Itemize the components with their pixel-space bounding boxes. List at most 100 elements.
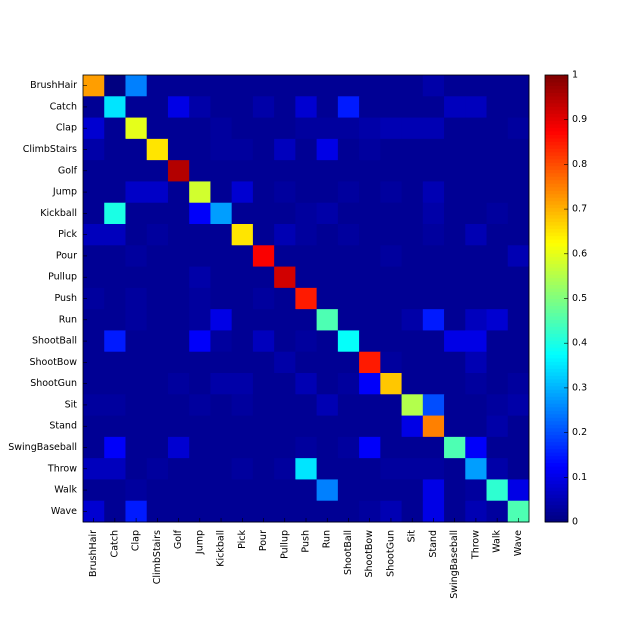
heatmap-cell (167, 96, 190, 119)
colorbar-segment (545, 410, 568, 415)
heatmap-cell (295, 373, 318, 395)
heatmap-cell (486, 436, 509, 459)
heatmap-cell (422, 436, 445, 459)
heatmap-cell (316, 330, 339, 353)
heatmap-cell (316, 287, 339, 310)
heatmap-cell (83, 287, 105, 310)
heatmap-cell (486, 181, 509, 204)
heatmap-cell (401, 117, 424, 140)
colorbar-tick-label: 0 (572, 517, 578, 528)
colorbar-segment (545, 515, 568, 520)
heatmap-cell (252, 75, 275, 97)
heatmap-cell (380, 458, 403, 480)
heatmap-cell (465, 500, 488, 523)
heatmap-cell (210, 224, 233, 246)
heatmap-cell (231, 309, 254, 331)
colorbar-segment (545, 235, 568, 240)
heatmap-cell (83, 415, 105, 438)
heatmap-cell (252, 266, 275, 289)
heatmap-cell (210, 181, 233, 204)
colorbar-segment (545, 371, 568, 376)
heatmap-cell (83, 436, 105, 459)
heatmap-cell (189, 202, 211, 225)
heatmap-cell (252, 181, 275, 204)
colorbar-segment (545, 466, 568, 471)
heatmap-cell (444, 436, 466, 459)
heatmap-cell (295, 351, 318, 374)
heatmap-cell (252, 458, 275, 480)
heatmap-cell (486, 458, 509, 480)
colorbar-segment (545, 169, 568, 174)
heatmap-cell (465, 245, 488, 268)
heatmap-cell (507, 96, 530, 119)
heatmap-cell (337, 394, 360, 417)
heatmap-cell (507, 160, 530, 182)
heatmap-cell (274, 96, 296, 119)
heatmap-cell (486, 351, 509, 374)
y-tick-label: Catch (50, 101, 77, 112)
heatmap-cell (359, 181, 381, 204)
heatmap-cell (444, 330, 466, 353)
heatmap-cell (316, 266, 339, 289)
heatmap-cell (210, 330, 233, 353)
heatmap-cell (465, 75, 488, 97)
heatmap-cell (359, 245, 381, 268)
heatmap-cell (401, 202, 424, 225)
heatmap-cell (104, 373, 126, 395)
heatmap-cell (401, 224, 424, 246)
colorbar-segment (545, 301, 568, 306)
heatmap-cell (316, 224, 339, 246)
heatmap-cell (189, 309, 211, 331)
heatmap-cell (486, 330, 509, 353)
heatmap-cell (125, 266, 148, 289)
colorbar-segment (545, 350, 568, 355)
colorbar-segment (545, 347, 568, 352)
heatmap-cell (210, 138, 233, 161)
colorbar-segment (545, 406, 568, 411)
heatmap-cell (507, 224, 530, 246)
heatmap-cell (359, 436, 381, 459)
colorbar-segment (545, 445, 568, 450)
heatmap-cell (83, 458, 105, 480)
heatmap-cell (359, 138, 381, 161)
colorbar-segment (545, 218, 568, 223)
heatmap-cell (444, 479, 466, 502)
colorbar-segment (545, 130, 568, 135)
heatmap-cell (444, 117, 466, 140)
heatmap-cell (125, 436, 148, 459)
y-tick-label: Walk (54, 485, 77, 496)
colorbar-segment (545, 340, 568, 345)
colorbar-segment (545, 148, 568, 153)
heatmap-cell (189, 373, 211, 395)
heatmap-cell (274, 138, 296, 161)
y-tick-label: ClimbStairs (23, 144, 77, 155)
heatmap-cell (125, 330, 148, 353)
heatmap-cell (422, 224, 445, 246)
heatmap-cell (104, 96, 126, 119)
colorbar-segment (545, 137, 568, 142)
heatmap-cell (316, 160, 339, 182)
heatmap-cell (444, 394, 466, 417)
colorbar-segment (545, 490, 568, 495)
heatmap-cell (486, 138, 509, 161)
heatmap-cell (359, 500, 381, 523)
heatmap-cell (444, 415, 466, 438)
colorbar-segment (545, 228, 568, 233)
colorbar-segment (545, 459, 568, 464)
heatmap-cell (252, 415, 275, 438)
heatmap-cell (359, 479, 381, 502)
heatmap-cell (125, 458, 148, 480)
heatmap-cell (104, 117, 126, 140)
heatmap-cell (210, 479, 233, 502)
heatmap-cell (252, 394, 275, 417)
y-tick-label: Jump (52, 187, 77, 198)
heatmap-cell (83, 500, 105, 523)
heatmap-cell (486, 309, 509, 331)
heatmap-cell (210, 96, 233, 119)
heatmap-cell (507, 394, 530, 417)
colorbar-segment (545, 399, 568, 404)
heatmap-cell (146, 436, 169, 459)
heatmap-cell (359, 415, 381, 438)
heatmap-cell (401, 351, 424, 374)
colorbar-segment (545, 295, 568, 299)
